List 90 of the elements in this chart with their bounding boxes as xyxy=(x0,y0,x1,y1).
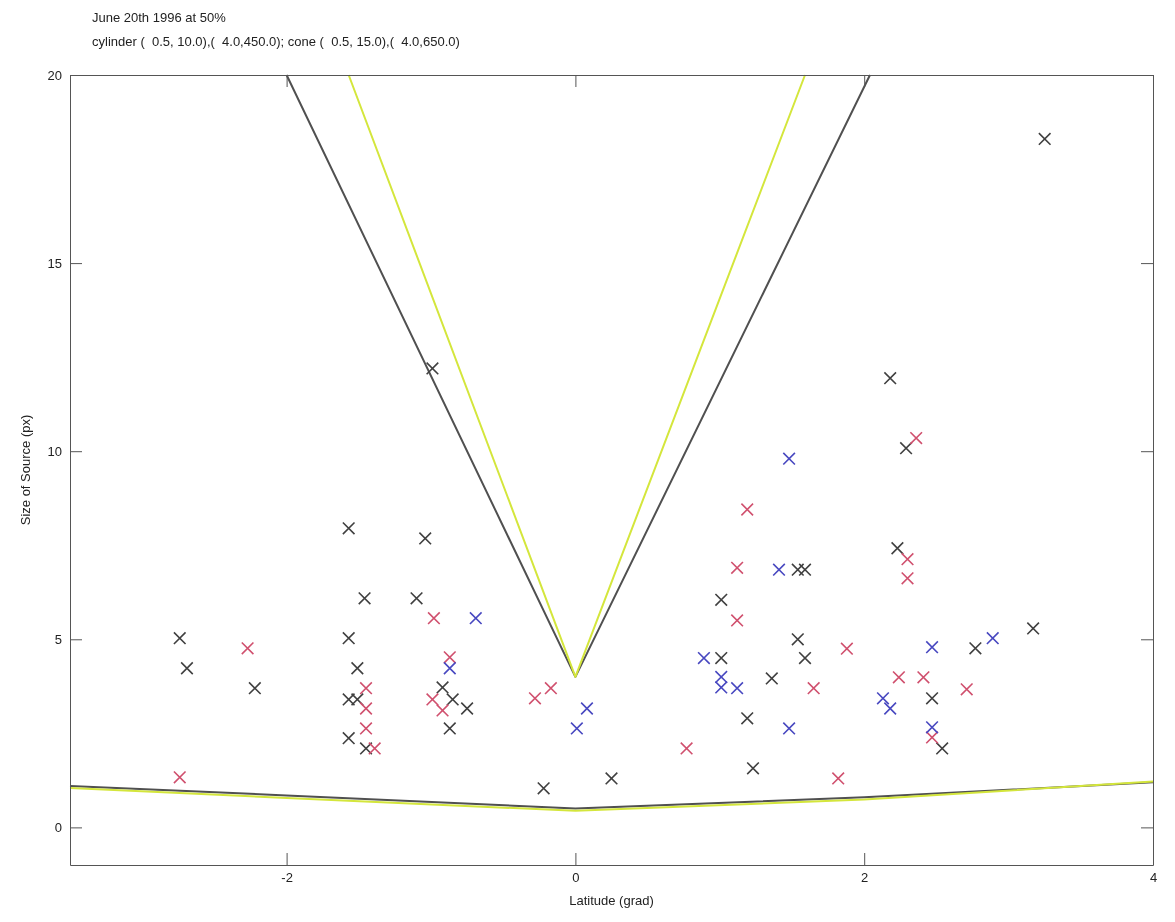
y-tick-label: 20 xyxy=(47,67,62,83)
point xyxy=(765,671,779,686)
point xyxy=(241,641,255,655)
point xyxy=(435,680,450,695)
point xyxy=(883,701,897,716)
point xyxy=(730,681,744,695)
point xyxy=(772,563,786,577)
point xyxy=(714,593,728,607)
x-tick-label: -2 xyxy=(281,870,293,886)
point xyxy=(782,452,796,466)
point xyxy=(460,701,474,716)
y-tick-label: 0 xyxy=(54,820,62,836)
point xyxy=(173,770,187,784)
x-axis-title: Latitude (grad) xyxy=(569,893,654,908)
point xyxy=(740,502,754,517)
point xyxy=(537,781,551,795)
point xyxy=(899,441,913,455)
point xyxy=(730,561,744,575)
point xyxy=(883,371,897,385)
point xyxy=(1026,621,1040,635)
point xyxy=(368,741,382,755)
x-tick-label: 2 xyxy=(861,870,869,886)
point xyxy=(925,640,939,654)
point xyxy=(435,703,450,717)
point xyxy=(1038,132,1052,146)
point xyxy=(409,591,424,605)
point xyxy=(960,682,974,696)
point xyxy=(418,531,432,546)
point xyxy=(890,541,905,555)
point xyxy=(791,632,805,646)
x-tick-label: 4 xyxy=(1149,870,1158,886)
point xyxy=(798,651,812,665)
point xyxy=(580,701,594,716)
point xyxy=(900,552,915,566)
point xyxy=(968,641,982,655)
point xyxy=(528,691,542,705)
point xyxy=(357,591,372,605)
point xyxy=(425,361,440,376)
point xyxy=(740,711,754,725)
point xyxy=(782,721,796,736)
point xyxy=(916,670,931,684)
point xyxy=(791,563,805,577)
point xyxy=(359,721,373,736)
y-tick-label: 10 xyxy=(47,443,62,459)
y-tick-label: 5 xyxy=(54,631,62,647)
y-tick-label: 15 xyxy=(47,255,62,271)
point xyxy=(350,661,364,675)
point xyxy=(443,661,457,675)
point xyxy=(570,721,584,736)
point xyxy=(469,611,483,625)
chart-title: June 20th 1996 at 50% xyxy=(92,10,227,25)
point xyxy=(359,701,373,716)
y-axis-title: Size of Source (px) xyxy=(18,414,33,526)
point xyxy=(925,730,939,745)
chart-subtitle: cylinder ( 0.5, 10.0),( 4.0,450.0); cone ( 0.5, 15.0),( 4.0,650.0) xyxy=(92,34,460,49)
point xyxy=(714,670,728,684)
point xyxy=(427,611,441,625)
point xyxy=(840,642,854,656)
point xyxy=(173,631,187,645)
point xyxy=(807,681,821,695)
point xyxy=(909,431,923,445)
point xyxy=(446,692,460,707)
point xyxy=(925,691,939,705)
point xyxy=(604,771,619,786)
point xyxy=(679,741,694,755)
point xyxy=(359,681,373,695)
point xyxy=(925,720,939,734)
point xyxy=(248,681,262,695)
point xyxy=(342,731,356,745)
point xyxy=(443,650,457,664)
x-tick-label: 0 xyxy=(572,870,580,886)
point xyxy=(425,692,440,707)
point xyxy=(892,670,906,684)
point xyxy=(900,571,915,585)
point xyxy=(544,681,558,695)
point xyxy=(730,613,744,628)
point xyxy=(798,563,812,577)
point xyxy=(697,651,711,665)
point xyxy=(342,631,356,645)
point xyxy=(714,680,728,695)
point xyxy=(180,661,194,675)
point xyxy=(359,741,373,755)
point xyxy=(443,721,457,736)
point xyxy=(935,741,949,755)
point xyxy=(831,771,845,786)
point xyxy=(746,761,760,775)
point xyxy=(342,521,356,535)
point xyxy=(876,691,890,705)
point xyxy=(986,631,1000,645)
point xyxy=(714,651,728,665)
